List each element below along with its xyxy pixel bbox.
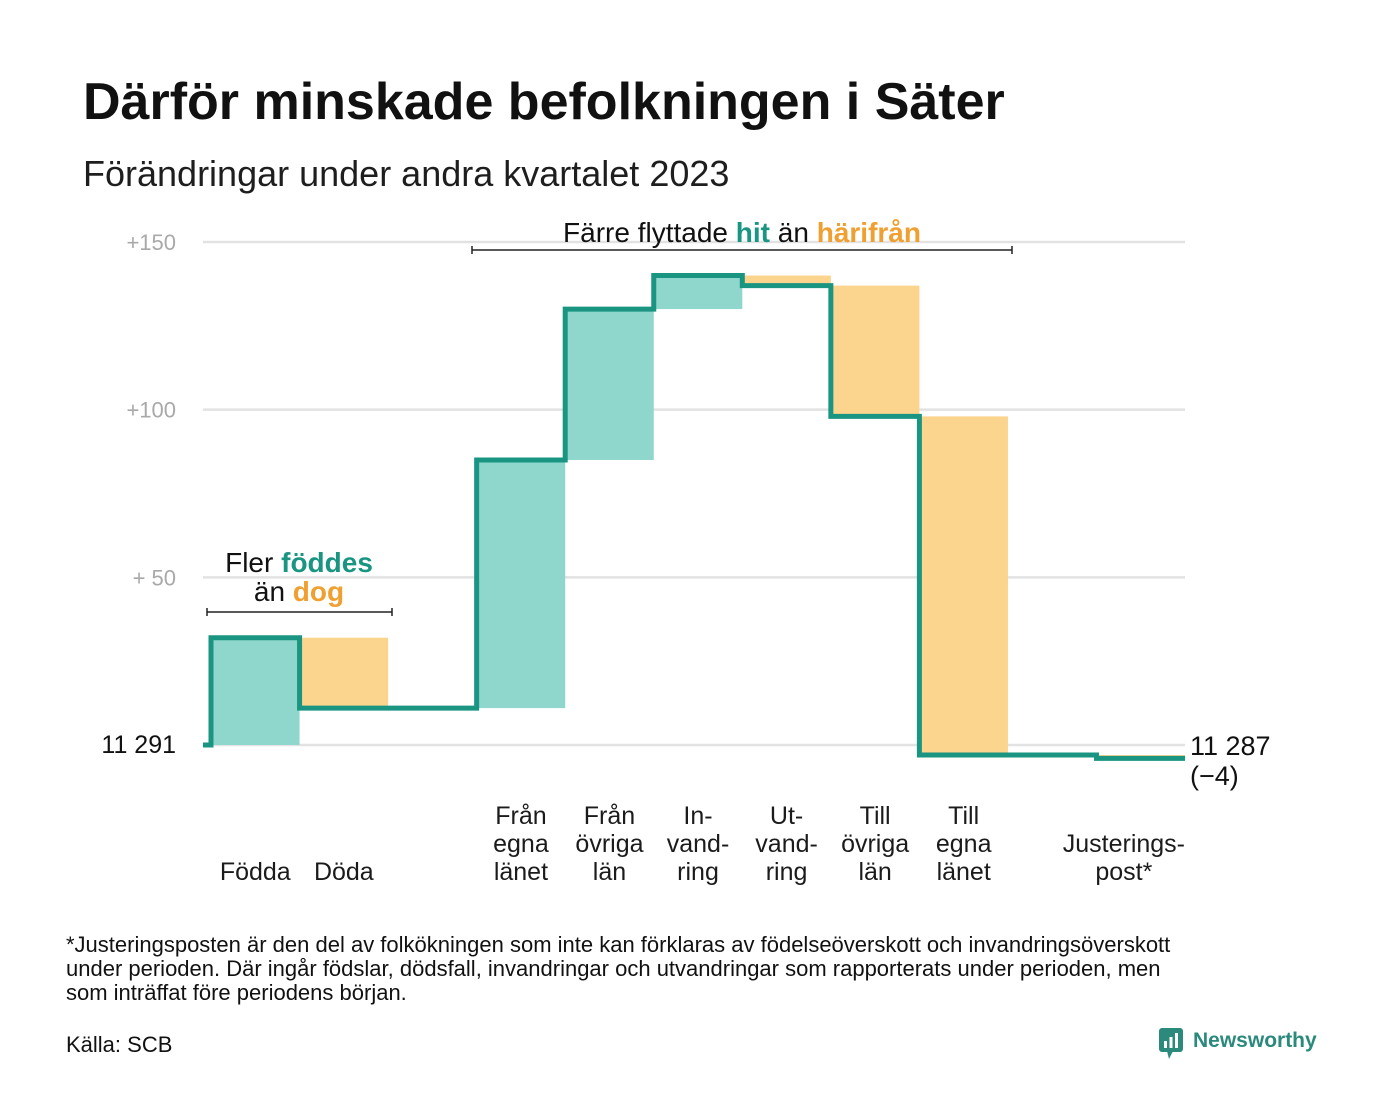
category-label-line: Justerings-: [1063, 830, 1185, 858]
annotation-highlight-died: dog: [292, 576, 345, 607]
category-label-fran-egna-lanet: Från egna länet: [493, 802, 549, 886]
end-value-label: 11 287 (−4): [1190, 731, 1271, 791]
bar-doda: [299, 637, 389, 709]
footnote-line: *Justeringsposten är den del av folkökni…: [66, 932, 1171, 957]
category-label-line: Till: [948, 802, 979, 830]
category-label-line: Till: [860, 802, 891, 830]
category-label-line: Från: [495, 802, 546, 830]
annotation-text: Fler: [225, 547, 274, 578]
annotation-highlight-out: härifrån: [816, 217, 921, 248]
category-label-till-ovriga-lan: Till övriga län: [841, 802, 909, 886]
category-label-line: ring: [677, 858, 719, 886]
brand-logo: Newsworthy: [1159, 1028, 1317, 1059]
annotation-text: än: [777, 217, 809, 248]
bar-till-egna-lanet: [919, 416, 1008, 756]
annotation-text: än: [253, 576, 286, 607]
bars: [211, 275, 1186, 759]
source-credit: Källa: SCB: [66, 1032, 173, 1057]
category-label-justerings-post: Justerings-post*: [1063, 830, 1185, 886]
bar-ut-vand-ring: [742, 275, 831, 286]
end-population: 11 287: [1190, 731, 1271, 761]
annotation-highlight-in: hit: [735, 217, 770, 248]
gridlines: [203, 240, 1185, 747]
bar-in-vand-ring: [653, 275, 743, 310]
category-label-line: övriga: [575, 830, 643, 858]
brand-name: Newsworthy: [1193, 1029, 1317, 1052]
migration-bracket: [471, 246, 1013, 254]
category-label-line: Ut-: [770, 802, 803, 830]
category-label-till-egna-lanet: Till egna länet: [936, 802, 992, 886]
category-label-line: län: [593, 858, 626, 886]
chart-title: Därför minskade befolkningen i Säter: [83, 73, 1005, 131]
category-label-line: Döda: [314, 858, 374, 886]
annotation-line: Fler föddes: [225, 548, 373, 577]
y-tick-label: +100: [126, 398, 176, 423]
y-tick-label: + 50: [133, 565, 176, 590]
annotation-text: Färre flyttade: [563, 217, 728, 248]
annotation-highlight-born: föddes: [281, 547, 373, 578]
footnote-line: som inträffat före periodens början.: [66, 980, 407, 1005]
category-label-line: post*: [1095, 858, 1152, 886]
y-tick-label: +150: [126, 230, 176, 255]
category-label-line: In-: [683, 802, 712, 830]
category-label-doda: Döda: [314, 858, 374, 886]
births-deaths-annotation: Fler föddes än dog: [225, 548, 373, 606]
category-label-fran-ovriga-lan: Från övriga län: [575, 802, 643, 886]
category-label-line: Födda: [220, 858, 291, 886]
category-label-line: egna: [936, 830, 992, 858]
category-label-ut-vand-ring: Ut-vand-ring: [755, 802, 818, 886]
bar-fran-ovriga-lan: [565, 309, 654, 460]
category-label-in-vand-ring: In-vand-ring: [667, 802, 730, 886]
category-label-line: länet: [494, 858, 548, 886]
category-label-line: ring: [766, 858, 808, 886]
category-label-fodda: Födda: [220, 858, 291, 886]
annotation-line: än dog: [225, 577, 373, 606]
category-label-line: Från: [584, 802, 635, 830]
category-label-line: vand-: [667, 830, 730, 858]
migration-annotation: Färre flyttade hit än härifrån: [563, 217, 921, 249]
category-label-line: vand-: [755, 830, 818, 858]
births-deaths-bracket: [206, 608, 393, 616]
chart-subtitle: Förändringar under andra kvartalet 2023: [83, 153, 730, 194]
footnote: *Justeringsposten är den del av folkökni…: [66, 933, 1170, 1005]
cumulative-step-line: [203, 273, 1186, 761]
y-axis: + 50 +100 +150 11 291: [101, 230, 176, 759]
category-label-line: övriga: [841, 830, 909, 858]
category-label-line: län: [858, 858, 891, 886]
end-change: (−4): [1190, 761, 1239, 791]
bar-fran-egna-lanet: [476, 459, 566, 709]
newsworthy-logo-icon: [1159, 1028, 1183, 1059]
y-baseline-label: 11 291: [101, 731, 176, 759]
footnote-line: under perioden. Där ingår födslar, dödsf…: [66, 956, 1161, 981]
bar-till-ovriga-lan: [830, 285, 920, 417]
category-label-line: länet: [937, 858, 991, 886]
category-label-line: egna: [493, 830, 549, 858]
bar-fodda: [211, 637, 300, 745]
